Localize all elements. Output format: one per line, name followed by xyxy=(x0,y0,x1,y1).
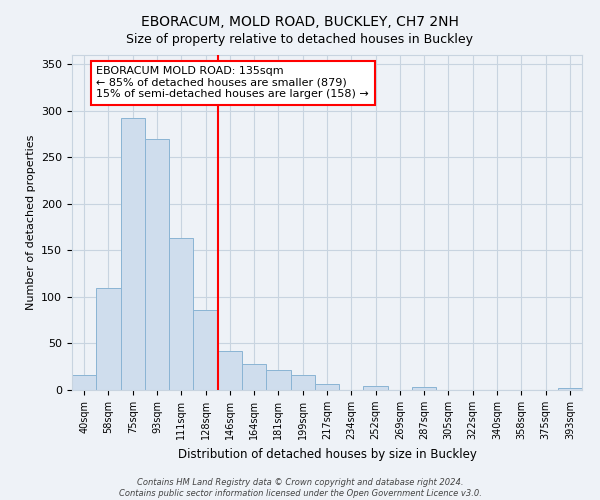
Bar xyxy=(290,375,315,390)
Bar xyxy=(315,384,339,390)
Y-axis label: Number of detached properties: Number of detached properties xyxy=(26,135,35,310)
Bar xyxy=(364,386,388,390)
Bar xyxy=(121,118,145,390)
Bar xyxy=(96,288,121,390)
X-axis label: Distribution of detached houses by size in Buckley: Distribution of detached houses by size … xyxy=(178,448,476,460)
Bar xyxy=(412,387,436,390)
Bar xyxy=(218,351,242,390)
Bar xyxy=(266,370,290,390)
Text: EBORACUM MOLD ROAD: 135sqm
← 85% of detached houses are smaller (879)
15% of sem: EBORACUM MOLD ROAD: 135sqm ← 85% of deta… xyxy=(96,66,369,100)
Bar xyxy=(72,375,96,390)
Text: Contains HM Land Registry data © Crown copyright and database right 2024.
Contai: Contains HM Land Registry data © Crown c… xyxy=(119,478,481,498)
Text: EBORACUM, MOLD ROAD, BUCKLEY, CH7 2NH: EBORACUM, MOLD ROAD, BUCKLEY, CH7 2NH xyxy=(141,15,459,29)
Bar xyxy=(193,310,218,390)
Bar xyxy=(169,238,193,390)
Text: Size of property relative to detached houses in Buckley: Size of property relative to detached ho… xyxy=(127,32,473,46)
Bar xyxy=(145,138,169,390)
Bar xyxy=(242,364,266,390)
Bar xyxy=(558,388,582,390)
